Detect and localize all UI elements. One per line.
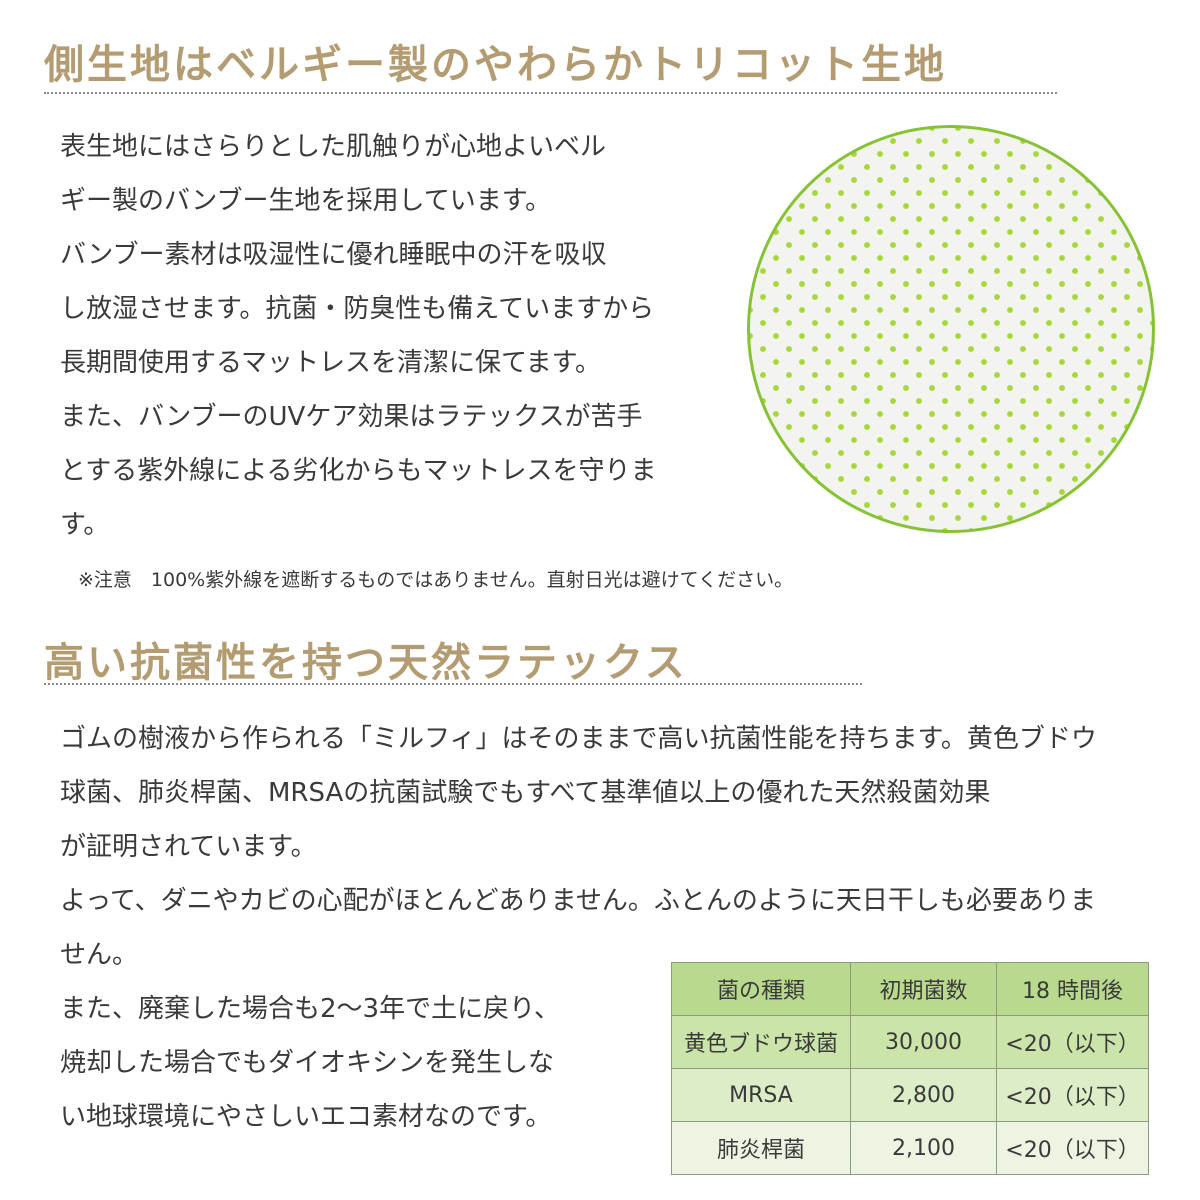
section2-paragraph: ゴムの樹液から作られる「ミルフィ」はそのままで高い抗菌性能を持ちます。黄色ブドウ… [60,712,1097,1144]
text-line: また、バンブーのUVケア効果はラテックスが苦手 [60,402,643,432]
table-cell: 30,000 [850,1015,997,1069]
text-line: が証明されています。 [60,832,317,862]
fabric-swatch-image [747,125,1155,533]
table-row: 肺炎桿菌 2,100 <20（以下） [671,1121,1149,1175]
text-line: ギー製のバンブー生地を採用しています。 [60,186,552,216]
text-line: 焼却した場合でもダイオキシンを発生しな [60,1048,555,1078]
section1-paragraph: 表生地にはさらりとした肌触りが心地よいベル ギー製のバンブー生地を採用しています… [60,120,656,552]
table-cell: MRSA [671,1068,851,1122]
header-cell: 菌の種類 [671,962,851,1016]
table-cell: 肺炎桿菌 [671,1121,851,1175]
table-cell: <20（以下） [996,1015,1149,1069]
table-row: 黄色ブドウ球菌 30,000 <20（以下） [671,1015,1149,1069]
text-line: よって、ダニやカビの心配がほとんどありません。ふとんのように天日干しも必要ありま [60,886,1096,916]
text-line: せん。 [60,940,139,970]
table-cell: <20（以下） [996,1068,1149,1122]
divider [44,683,862,685]
text-line: とする紫外線による劣化からもマットレスを守りま [60,456,657,486]
text-line: し放湿させます。抗菌・防臭性も備えていますから [60,294,655,324]
text-line: い地球環境にやさしいエコ素材なのです。 [60,1102,552,1132]
text-line: す。 [60,510,110,540]
text-line: バンブー素材は吸湿性に優れ睡眠中の汗を吸収 [60,240,607,270]
table-cell: 黄色ブドウ球菌 [671,1015,851,1069]
table-cell: 2,100 [850,1121,997,1175]
antibacterial-test-table: 菌の種類 初期菌数 18 時間後 黄色ブドウ球菌 30,000 <20（以下） … [671,962,1149,1175]
text-line: 球菌、肺炎桿菌、MRSAの抗菌試験でもすべて基準値以上の優れた天然殺菌効果 [60,778,991,808]
header-cell: 初期菌数 [850,962,997,1016]
section2-heading: 高い抗菌性を持つ天然ラテックス [44,639,688,686]
divider [44,92,1057,94]
table-row: MRSA 2,800 <20（以下） [671,1068,1149,1122]
header-cell: 18 時間後 [996,962,1149,1016]
section1-heading: 側生地はベルギー製のやわらかトリコット生地 [44,41,947,88]
table-header-row: 菌の種類 初期菌数 18 時間後 [671,962,1149,1016]
text-line: ゴムの樹液から作られる「ミルフィ」はそのままで高い抗菌性能を持ちます。黄色ブドウ [60,724,1097,754]
text-line: 長期間使用するマットレスを清潔に保てます。 [60,348,602,378]
text-line: また、廃棄した場合も2～3年で土に戻り、 [60,994,561,1024]
text-line: 表生地にはさらりとした肌触りが心地よいベル [60,132,607,162]
table-cell: <20（以下） [996,1121,1149,1175]
uv-note: ※注意 100%紫外線を遮断するものではありません。直射日光は避けてください。 [78,569,794,591]
table-cell: 2,800 [850,1068,997,1122]
